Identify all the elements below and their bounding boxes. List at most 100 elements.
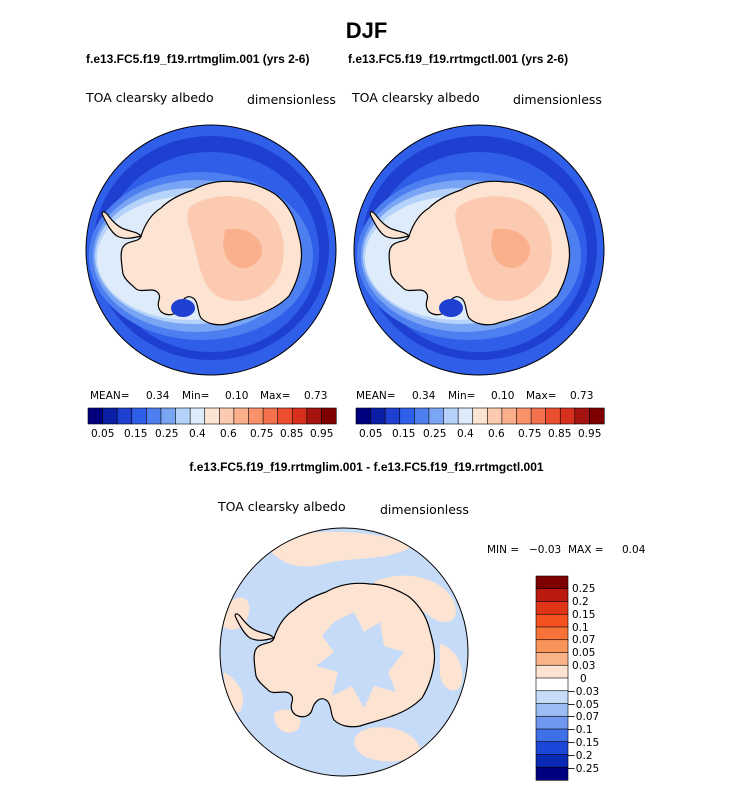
- colorbar-swatch: [535, 741, 569, 756]
- colorbar-swatch: [535, 652, 569, 666]
- colorbar-swatch: [443, 407, 459, 425]
- colorbar-swatch: [530, 407, 547, 425]
- colorbar-swatch: [248, 407, 264, 425]
- tick-label: 0.05: [572, 647, 596, 659]
- colorbar-swatch: [428, 407, 445, 425]
- variable-label-left: TOA clearsky albedo: [86, 90, 214, 105]
- tick-label: 0.03: [572, 660, 596, 672]
- tick-label: −0.2: [567, 750, 593, 762]
- colorbar-swatch: [535, 626, 569, 641]
- colorbar-swatch: [472, 407, 488, 425]
- tick-label: 0.25: [572, 583, 596, 595]
- units-label-left: dimensionless: [247, 92, 336, 107]
- colorbar-swatch: [87, 407, 104, 425]
- min-value-right: 0.10: [491, 390, 515, 402]
- colorbar-swatch: [262, 407, 279, 425]
- colorbar-swatch: [414, 407, 430, 425]
- tick-label: 0.6: [220, 428, 237, 440]
- colorbar-swatch: [306, 407, 323, 425]
- tick-label: 0.4: [457, 428, 474, 440]
- tick-label: 0.4: [189, 428, 206, 440]
- colorbar-swatch: [175, 407, 191, 425]
- colorbar-swatch: [559, 407, 576, 425]
- diff-variable-label: TOA clearsky albedo: [218, 499, 346, 514]
- figure-title: DJF: [345, 18, 388, 43]
- tick-label: −0.03: [567, 686, 600, 698]
- colorbar-swatch: [535, 690, 569, 705]
- colorbar-swatch: [370, 407, 386, 425]
- mean-label-left: MEAN=: [90, 390, 130, 402]
- diff-units-label: dimensionless: [380, 502, 469, 517]
- max-label-right: Max=: [526, 390, 557, 402]
- case-title-right: f.e13.FC5.f19_f19.rrtmgctl.001 (yrs 2-6): [348, 52, 569, 66]
- diff-title: f.e13.FC5.f19_f19.rrtmglim.001 - f.e13.F…: [189, 460, 544, 474]
- colorbar-swatch: [189, 407, 206, 425]
- variable-label-right: TOA clearsky albedo: [352, 90, 480, 105]
- tick-label: −0.1: [567, 724, 593, 736]
- colorbar-swatch: [291, 407, 308, 425]
- tick-label: −0.15: [567, 737, 600, 749]
- tick-label: 0.75: [250, 428, 274, 440]
- tick-label: 0.85: [548, 428, 572, 440]
- tick-label: −0.05: [567, 699, 600, 711]
- colorbar-swatch: [277, 407, 293, 425]
- colorbar-swatch: [218, 407, 235, 425]
- albedo-map-right: [353, 124, 605, 376]
- mean-value-left: 0.34: [146, 390, 170, 402]
- tick-label: 0.75: [518, 428, 542, 440]
- colorbar-swatch: [321, 407, 337, 425]
- colorbar-swatch: [399, 407, 415, 425]
- colorbar-swatch: [233, 407, 250, 425]
- colorbar-swatch: [535, 677, 569, 692]
- colorbar-swatch: [535, 601, 569, 615]
- colorbar-swatch: [535, 766, 569, 781]
- case-title-left: f.e13.FC5.f19_f19.rrtmglim.001 (yrs 2-6): [86, 52, 310, 66]
- tick-label: 0.25: [155, 428, 179, 440]
- colorbar-swatch: [535, 754, 569, 768]
- colorbar-swatch: [102, 407, 118, 425]
- colorbar-swatch: [545, 407, 561, 425]
- min-label-left: Min=: [182, 390, 210, 402]
- tick-label: 0.15: [392, 428, 416, 440]
- min-value-left: 0.10: [225, 390, 249, 402]
- colorbar-swatch: [457, 407, 474, 425]
- colorbar-swatch: [535, 575, 569, 590]
- colorbar-swatch: [535, 728, 569, 743]
- tick-label: 0.25: [423, 428, 447, 440]
- diff-min-value: −0.03: [529, 544, 562, 556]
- colorbar-swatch: [589, 407, 605, 425]
- tick-label: 0.95: [578, 428, 602, 440]
- min-label-right: Min=: [448, 390, 476, 402]
- tick-label: 0.15: [572, 609, 596, 621]
- colorbar-swatch: [535, 664, 569, 679]
- colorbar-swatch: [535, 703, 569, 717]
- max-value-left: 0.73: [304, 390, 328, 402]
- colorbar-swatch: [535, 639, 569, 654]
- mean-label-right: MEAN=: [356, 390, 396, 402]
- units-label-right: dimensionless: [513, 92, 602, 107]
- colorbar-swatch: [535, 588, 569, 603]
- colorbar-swatch: [535, 715, 569, 730]
- albedo-map-left: [85, 124, 337, 376]
- tick-label: 0.6: [488, 428, 505, 440]
- max-value-right: 0.73: [570, 390, 594, 402]
- tick-label: 0.95: [310, 428, 334, 440]
- tick-label: 0.1: [572, 622, 589, 634]
- difference-map: [219, 527, 469, 777]
- colorbar-swatch: [160, 407, 177, 425]
- diff-max-value: 0.04: [622, 544, 646, 556]
- tick-label: 0.85: [280, 428, 304, 440]
- colorbar-swatch: [486, 407, 503, 425]
- tick-label: −0.25: [567, 763, 600, 775]
- colorbar-swatch: [146, 407, 162, 425]
- colorbar-swatch: [131, 407, 147, 425]
- diff-max-label: MAX =: [568, 544, 604, 556]
- colorbar-left: [87, 407, 337, 425]
- diff-colorbar: [535, 575, 569, 781]
- colorbar-swatch: [535, 613, 569, 628]
- tick-label: 0: [580, 673, 587, 685]
- max-label-left: Max=: [260, 390, 291, 402]
- colorbar-swatch: [204, 407, 220, 425]
- colorbar-swatch: [574, 407, 591, 425]
- colorbar-swatch: [355, 407, 372, 425]
